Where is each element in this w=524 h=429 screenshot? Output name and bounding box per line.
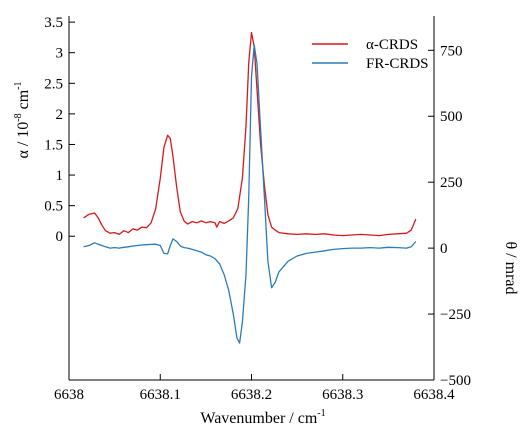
right-y-tick-label: −500: [440, 373, 471, 389]
left-y-tick-label: 2: [56, 107, 64, 123]
x-tick-label: 6638.2: [231, 387, 272, 403]
left-y-tick-label: 3: [56, 46, 64, 62]
left-y-axis-title: α / 10-8 cm-1: [13, 81, 32, 158]
left-y-tick-label: 3.5: [44, 15, 63, 31]
x-axis-title: Wavenumber / cm-1: [200, 408, 325, 427]
x-tick-label: 6638.3: [322, 387, 363, 403]
left-y-tick-label: 1.5: [44, 137, 63, 153]
series-line-fr-crds: [83, 44, 417, 344]
series-line-alpha-crds: [83, 31, 417, 237]
right-y-axis: −500 −250 0 250 500 750: [428, 43, 471, 389]
x-tick-label: 6638.1: [140, 387, 181, 403]
legend: α-CRDS FR-CRDS: [312, 37, 429, 72]
right-y-tick-label: −250: [440, 307, 471, 323]
left-y-tick-label: 0.5: [44, 199, 63, 215]
legend-label-fr-crds: FR-CRDS: [366, 56, 429, 72]
right-y-tick-label: 250: [440, 175, 463, 191]
left-y-tick-label: 1: [56, 168, 64, 184]
right-y-axis-title: θ / mrad: [502, 242, 519, 295]
legend-label-alpha-crds: α-CRDS: [366, 37, 418, 53]
left-y-tick-label: 0: [56, 229, 64, 245]
left-y-axis: 0 0.5 1 1.5 2 2.5 3 3.5: [44, 15, 75, 245]
left-y-tick-label: 2.5: [44, 76, 63, 92]
right-y-tick-label: 750: [440, 43, 463, 59]
x-tick-label: 6638.4: [413, 387, 455, 403]
x-axis: 6638 6638.1 6638.2 6638.3 6638.4: [54, 374, 455, 403]
right-y-tick-label: 500: [440, 109, 463, 125]
right-y-tick-label: 0: [440, 241, 448, 257]
x-tick-label: 6638: [54, 387, 84, 403]
series-layer: [83, 31, 417, 344]
